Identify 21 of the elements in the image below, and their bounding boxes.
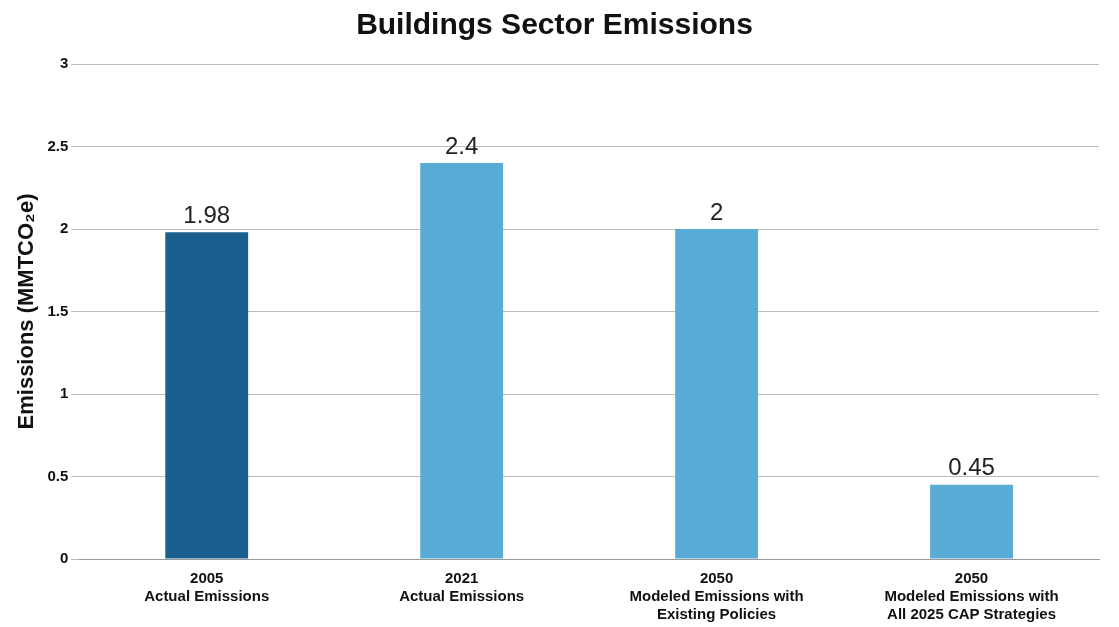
y-tick-label: 1.5 (47, 301, 69, 319)
bar (930, 484, 1013, 559)
y-tick-label: 2.5 (47, 136, 69, 154)
data-label: 1.98 (183, 200, 231, 228)
y-tick-label: 0 (59, 549, 69, 567)
bar (675, 229, 759, 559)
bar (420, 163, 504, 559)
y-axis-title: Emissions (MMTCO₂e) (13, 193, 39, 430)
y-tick-label: 1 (59, 384, 69, 402)
chart-title: Buildings Sector Emissions (356, 7, 753, 41)
y-tick-label: 0.5 (47, 466, 69, 484)
data-label: 2 (709, 197, 724, 225)
data-label: 0.45 (948, 453, 995, 481)
y-tick-label: 2 (59, 219, 69, 237)
y-tick-label: 3 (59, 54, 69, 72)
x-tick-label: 2021 Actual Emissions (399, 569, 525, 605)
x-tick-label: 2005 Actual Emissions (144, 569, 270, 605)
bar (165, 232, 249, 559)
x-tick-label: 2050 Modeled Emissions with All 2025 CAP Strategies (884, 569, 1059, 623)
x-tick-label: 2050 Modeled Emissions with Existing Policies (629, 569, 804, 623)
data-label: 2.4 (444, 131, 479, 159)
